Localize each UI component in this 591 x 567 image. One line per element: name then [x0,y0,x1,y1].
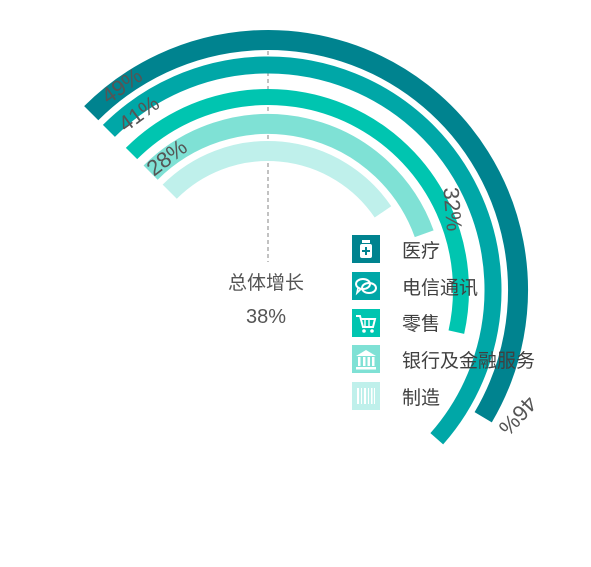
legend: 医疗 电信通讯 [352,231,535,414]
center-value: 38% [245,306,287,328]
legend-label: 电信通讯 [402,276,479,299]
ring-bar [162,141,392,218]
legend-label: 银行及金融服务 [402,349,536,372]
ring-bar [143,114,434,238]
legend-item-telecom: 电信通讯 [352,268,535,305]
barcode-icon [352,382,380,411]
ring-value-label: 32% [438,186,467,232]
legend-item-banking: 银行及金融服务 [352,341,535,378]
legend-label: 制造 [402,386,441,409]
legend-item-medical: 医疗 [352,231,535,268]
bank-icon [352,345,380,374]
legend-label: 医疗 [402,239,441,262]
ring-group [84,29,529,445]
legend-item-retail: 零售 [352,304,535,341]
legend-label: 零售 [402,313,441,336]
chat-bubbles-icon [352,272,380,301]
shopping-cart-icon [352,308,380,337]
ring-bar [102,56,502,445]
ring-bar [84,29,529,423]
center-title: 总体增长 [227,272,304,294]
ring-bar [125,89,469,334]
legend-item-manufacturing: 制造 [352,378,535,415]
medicine-icon [352,235,380,264]
